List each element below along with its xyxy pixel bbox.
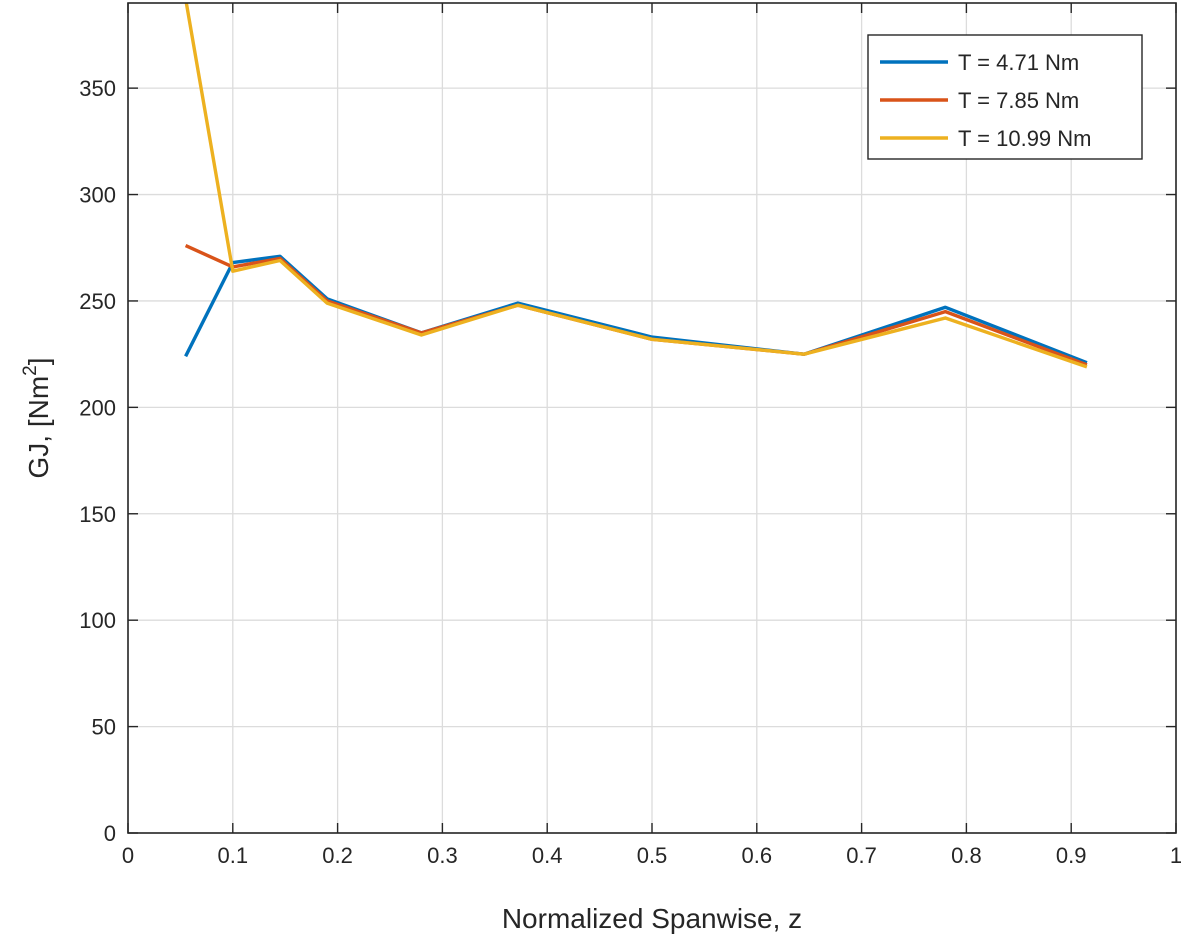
y-tick-label: 50 bbox=[92, 715, 116, 740]
y-tick-label: 250 bbox=[79, 289, 116, 314]
x-tick-label: 0 bbox=[122, 843, 134, 868]
series-group bbox=[184, 3, 1088, 369]
y-tick-label: 150 bbox=[79, 502, 116, 527]
y-tick-label: 0 bbox=[104, 821, 116, 846]
x-tick-label: 0.5 bbox=[637, 843, 668, 868]
y-tick-label: 100 bbox=[79, 608, 116, 633]
x-tick-label: 1 bbox=[1170, 843, 1181, 868]
x-axis-ticks: 0 0.1 0.2 0.3 0.4 0.5 0.6 0.7 0.8 0.9 1 bbox=[122, 3, 1181, 868]
x-tick-label: 0.3 bbox=[427, 843, 458, 868]
legend-label-3: T = 10.99 Nm bbox=[958, 126, 1092, 151]
y-axis-ticks: 0 50 100 150 200 250 300 350 bbox=[79, 76, 1176, 846]
y-tick-label: 350 bbox=[79, 76, 116, 101]
y-tick-label: 300 bbox=[79, 183, 116, 208]
x-tick-label: 0.8 bbox=[951, 843, 982, 868]
y-axis-title: GJ, [Nm2] bbox=[20, 357, 54, 478]
legend-items: T = 4.71 Nm T = 7.85 Nm T = 10.99 Nm bbox=[880, 50, 1092, 151]
x-tick-label: 0.7 bbox=[846, 843, 877, 868]
x-tick-label: 0.2 bbox=[322, 843, 353, 868]
legend-label-1: T = 4.71 Nm bbox=[958, 50, 1079, 75]
series-line-2 bbox=[184, 244, 1088, 367]
legend: T = 4.71 Nm T = 7.85 Nm T = 10.99 Nm bbox=[867, 34, 1143, 160]
y-axis-title-main: GJ, [Nm bbox=[23, 376, 54, 479]
y-axis-title-close: ] bbox=[23, 357, 54, 365]
y-axis-title-superscript: 2 bbox=[20, 365, 41, 376]
x-tick-label: 0.4 bbox=[532, 843, 563, 868]
y-tick-label: 200 bbox=[79, 395, 116, 420]
series-line-3 bbox=[184, 3, 1088, 369]
x-tick-label: 0.1 bbox=[218, 843, 249, 868]
x-tick-label: 0.9 bbox=[1056, 843, 1087, 868]
x-tick-label: 0.6 bbox=[742, 843, 773, 868]
x-axis-title: Normalized Spanwise, z bbox=[502, 903, 802, 934]
legend-label-2: T = 7.85 Nm bbox=[958, 88, 1079, 113]
series-line-1 bbox=[184, 254, 1088, 365]
